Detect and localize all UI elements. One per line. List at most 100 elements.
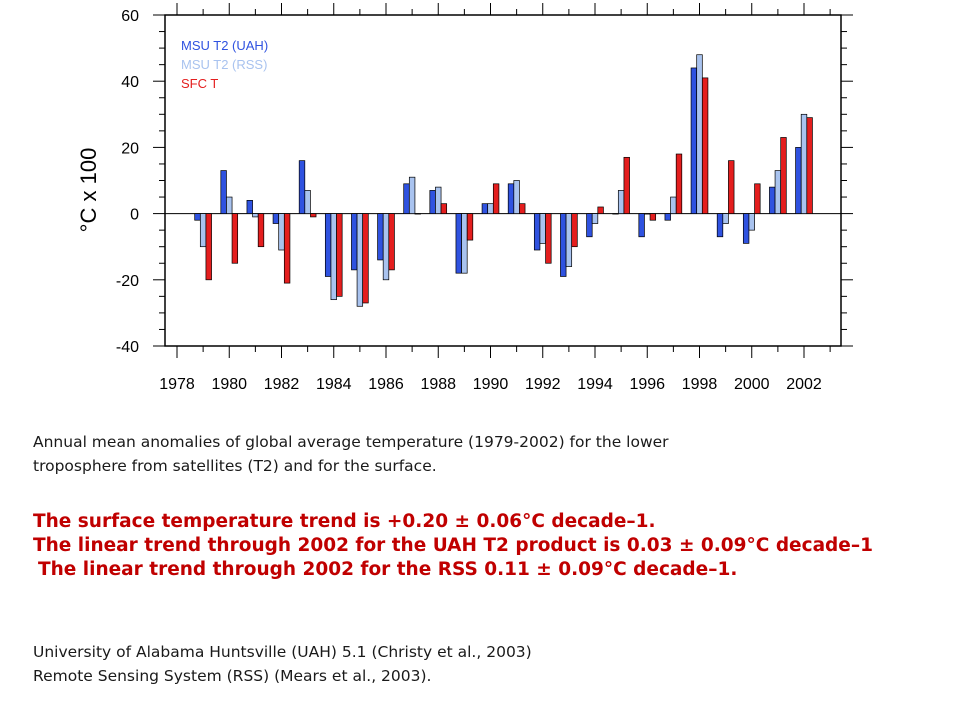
bar-uah-1998 <box>690 67 698 214</box>
x-tick-label: 2002 <box>786 376 822 393</box>
y-tick-label: -40 <box>116 339 139 356</box>
bar-rss-1985 <box>356 213 364 307</box>
bar-uah-2000 <box>742 213 750 244</box>
x-tick-label: 1994 <box>577 376 613 393</box>
bar-sfc-2002 <box>806 117 813 214</box>
bar-rss-1997 <box>670 196 677 214</box>
reference-uah: University of Alabama Huntsville (UAH) 5… <box>33 643 532 661</box>
bar-sfc-1996 <box>649 213 657 221</box>
bar-uah-1992 <box>533 213 541 251</box>
bar-sfc-1995 <box>623 156 630 214</box>
uah-trend: The linear trend through 2002 for the UA… <box>33 535 873 556</box>
bar-rss-1982 <box>278 213 285 251</box>
bar-rss-1993 <box>565 213 573 267</box>
bar-rss-2001 <box>774 170 782 214</box>
bar-sfc-1991 <box>519 203 526 214</box>
bar-rss-1999 <box>722 213 729 224</box>
bar-rss-1986 <box>382 213 390 281</box>
bar-uah-1993 <box>560 213 567 277</box>
bar-sfc-1980 <box>231 213 239 264</box>
x-tick-label: 1980 <box>211 376 247 393</box>
bar-rss-1980 <box>226 196 233 214</box>
bar-rss-1989 <box>461 213 468 274</box>
y-axis-label: °C x 100 <box>76 148 101 233</box>
bar-sfc-1989 <box>466 213 474 241</box>
bar-uah-1985 <box>351 213 358 271</box>
bar-sfc-1983 <box>310 213 317 218</box>
bars <box>194 54 813 307</box>
bar-sfc-1999 <box>728 160 735 214</box>
x-tick-label: 1988 <box>420 376 456 393</box>
bar-uah-1995 <box>612 213 619 215</box>
bar-uah-1991 <box>507 183 515 214</box>
axis-ticks <box>153 3 853 358</box>
caption-line-1: Annual mean anomalies of global average … <box>33 433 669 451</box>
bar-sfc-1994 <box>597 206 604 214</box>
x-tick-label: 1990 <box>473 376 509 393</box>
legend-entry: SFC T <box>181 76 218 91</box>
x-tick-label: 1978 <box>159 376 195 393</box>
bar-sfc-1986 <box>388 213 395 271</box>
bar-rss-1987 <box>408 176 416 214</box>
bar-uah-2002 <box>795 147 802 214</box>
bar-rss-1979 <box>199 213 207 248</box>
bar-sfc-1988 <box>440 203 448 214</box>
bar-uah-1979 <box>194 213 201 221</box>
bar-sfc-2000 <box>754 183 761 214</box>
trend-statements: The surface temperature trend is +0.20 ±… <box>33 510 953 582</box>
legend-entry: MSU T2 (RSS) <box>181 57 267 72</box>
bar-sfc-1985 <box>362 213 369 304</box>
bar-sfc-2001 <box>780 137 787 214</box>
bar-rss-1992 <box>539 213 546 244</box>
bar-sfc-1987 <box>414 213 421 215</box>
bar-rss-1994 <box>591 213 599 224</box>
bar-uah-1988 <box>429 190 436 214</box>
bar-uah-1997 <box>664 213 671 221</box>
bar-rss-1988 <box>435 186 442 214</box>
bar-sfc-1990 <box>492 183 500 214</box>
surface-trend: The surface temperature trend is +0.20 ±… <box>33 511 656 532</box>
y-tick-label: 40 <box>121 74 139 91</box>
bar-uah-1980 <box>220 170 227 214</box>
bar-rss-1991 <box>513 180 520 214</box>
bar-uah-1982 <box>272 213 280 224</box>
x-tick-label: 1996 <box>629 376 665 393</box>
bar-sfc-1982 <box>283 213 291 284</box>
bar-uah-1987 <box>403 183 410 214</box>
y-tick-label: -20 <box>116 273 139 290</box>
references: University of Alabama Huntsville (UAH) 5… <box>33 640 933 688</box>
bar-rss-1990 <box>487 203 494 214</box>
bar-uah-1994 <box>586 213 593 238</box>
y-tick-label: 0 <box>130 207 139 224</box>
reference-rss: Remote Sensing System (RSS) (Mears et al… <box>33 667 432 685</box>
bar-uah-1983 <box>298 160 306 214</box>
bar-rss-1983 <box>304 190 311 214</box>
x-tick-label: 1982 <box>264 376 300 393</box>
bar-uah-1989 <box>455 213 462 274</box>
bar-uah-2001 <box>769 186 776 214</box>
x-tick-label: 1992 <box>525 376 561 393</box>
rss-trend: The linear trend through 2002 for the RS… <box>38 559 738 580</box>
bar-rss-1984 <box>330 213 337 301</box>
bar-uah-1981 <box>246 200 253 214</box>
legend: MSU T2 (UAH) MSU T2 (RSS) SFC T <box>181 38 268 91</box>
x-tick-label: 1998 <box>682 376 718 393</box>
bar-rss-2002 <box>800 113 808 214</box>
x-tick-label: 1986 <box>368 376 404 393</box>
bar-rss-1995 <box>617 190 625 214</box>
bar-uah-1984 <box>324 213 332 277</box>
bar-rss-1996 <box>644 213 651 215</box>
y-tick-labels: -40 -20 0 20 40 60 <box>116 8 139 356</box>
x-tick-label: 2000 <box>734 376 770 393</box>
bar-uah-1990 <box>481 203 489 214</box>
bar-uah-1999 <box>716 213 724 238</box>
bar-rss-1981 <box>252 213 259 218</box>
bar-sfc-1981 <box>257 213 265 248</box>
legend-entry: MSU T2 (UAH) <box>181 38 268 53</box>
y-tick-label: 60 <box>121 8 139 25</box>
bar-sfc-1998 <box>701 77 709 214</box>
bar-rss-1998 <box>696 54 703 214</box>
x-tick-labels: 1978 1980 1982 1984 1986 1988 1990 1992 1994 1996… <box>159 376 822 393</box>
bar-uah-1996 <box>638 213 645 238</box>
bar-uah-1986 <box>377 213 384 261</box>
